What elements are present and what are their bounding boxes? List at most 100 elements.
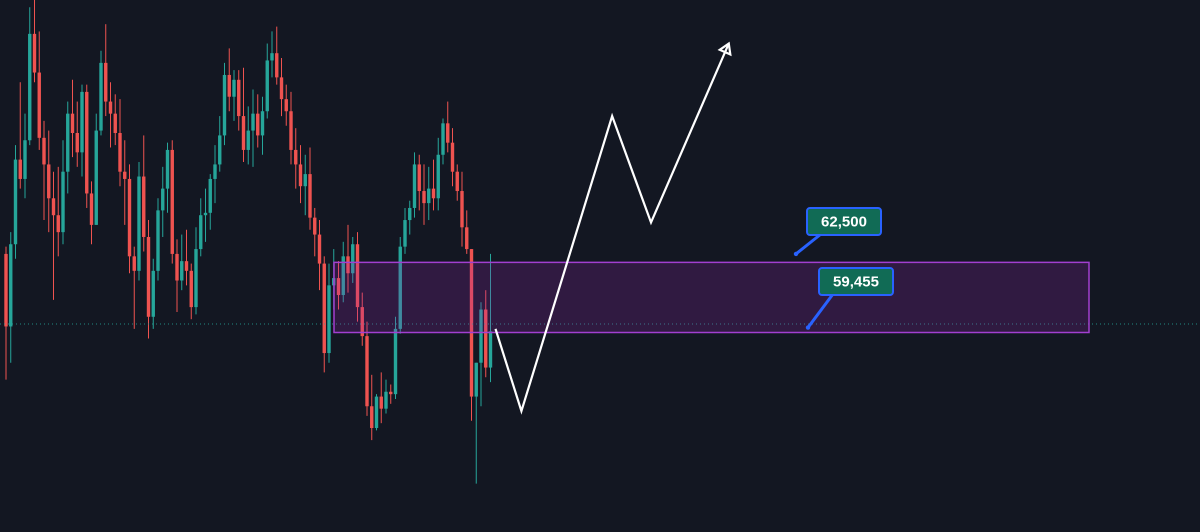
candle-body [218, 135, 222, 165]
candle-body [37, 72, 41, 138]
price-label-text: 59,455 [833, 274, 879, 291]
candle-body [469, 249, 474, 397]
candle-body [241, 116, 246, 150]
candle-body [156, 210, 160, 271]
candle-body [436, 154, 440, 199]
candle-body [294, 149, 298, 165]
candle-body [4, 253, 8, 327]
candle-body [484, 309, 488, 368]
candle-body [66, 113, 70, 172]
candle-body [89, 193, 94, 225]
price-label-box [818, 267, 894, 296]
candle-body [104, 62, 108, 102]
candle-body [341, 256, 345, 296]
candle-body [412, 164, 417, 208]
price-labels-group: 62,500 59,455 [793, 207, 894, 330]
candle-body [308, 174, 312, 218]
candle-body [460, 191, 464, 228]
candle-body [384, 391, 388, 409]
candle-body [379, 396, 383, 409]
projection-path [494, 43, 730, 415]
candle-body [137, 176, 141, 271]
candle-body [61, 171, 65, 233]
support-zone[interactable] [333, 261, 1090, 334]
candle-body [398, 246, 402, 329]
candle-body [370, 406, 374, 429]
candle-body [298, 164, 303, 187]
candle-body [479, 309, 483, 363]
candle-body [47, 164, 51, 199]
candle-body [417, 164, 421, 192]
candle-body [199, 215, 203, 250]
candle-body [94, 130, 98, 225]
candle-body [441, 123, 445, 155]
candle-body [208, 178, 212, 213]
candle-body [142, 176, 146, 237]
candle-body [70, 113, 75, 133]
candle-body [127, 178, 132, 257]
candle-body [360, 307, 364, 337]
candle-body [132, 256, 136, 271]
candles-group [4, 0, 493, 484]
price-label[interactable]: 62,500 [793, 207, 882, 257]
candle-body [175, 253, 179, 281]
candle-body [389, 391, 393, 395]
candle-body [32, 33, 37, 73]
candle-body [28, 33, 32, 141]
candle-body [237, 79, 241, 117]
candle-body [393, 328, 398, 395]
candle-body [365, 336, 369, 407]
candle-body [465, 227, 469, 250]
candle-body [313, 217, 317, 235]
candle-body [161, 188, 165, 211]
candle-body [446, 123, 450, 143]
candle-body [13, 159, 18, 245]
candle-body [23, 140, 27, 179]
candle-body [251, 113, 255, 131]
candle-body [232, 79, 236, 97]
price-label-pointer [806, 293, 835, 329]
candle-body [56, 215, 60, 233]
candle-body [403, 220, 407, 247]
candle-body [322, 263, 326, 354]
candle-body [256, 113, 260, 136]
candle-body [284, 99, 288, 112]
price-label-box [806, 207, 882, 236]
candle-body [374, 396, 379, 429]
candle-body [227, 74, 231, 97]
candle-body [213, 164, 217, 179]
candle-body [165, 149, 170, 189]
candle-body [151, 270, 155, 317]
candle-body [246, 130, 250, 150]
candle-body [270, 53, 274, 61]
candle-body [42, 137, 46, 165]
candle-body [51, 198, 56, 216]
candle-body [474, 362, 478, 397]
price-label-anchor [793, 251, 799, 257]
candle-body [75, 133, 79, 153]
candle-body [123, 171, 127, 179]
price-label[interactable]: 59,455 [805, 267, 894, 330]
candle-body [170, 149, 174, 254]
candle-body [488, 331, 493, 368]
candle-body [265, 60, 269, 112]
candle-body [9, 244, 13, 327]
price-label-text: 62,500 [821, 214, 867, 231]
candle-body [194, 249, 198, 308]
candle-body [455, 171, 459, 192]
candle-body [289, 111, 293, 150]
price-label-pointer [795, 232, 822, 256]
candle-body [355, 244, 360, 308]
candle-body [118, 133, 122, 172]
candle-body [346, 256, 350, 274]
candle-body [85, 91, 89, 194]
candle-body [184, 261, 189, 271]
candle-body [113, 113, 117, 133]
candle-body [317, 234, 322, 264]
candle-body [422, 191, 426, 204]
candle-body [408, 207, 412, 221]
candle-body [18, 159, 22, 179]
candle-body [189, 270, 193, 308]
projection-arrow-head [717, 41, 732, 57]
